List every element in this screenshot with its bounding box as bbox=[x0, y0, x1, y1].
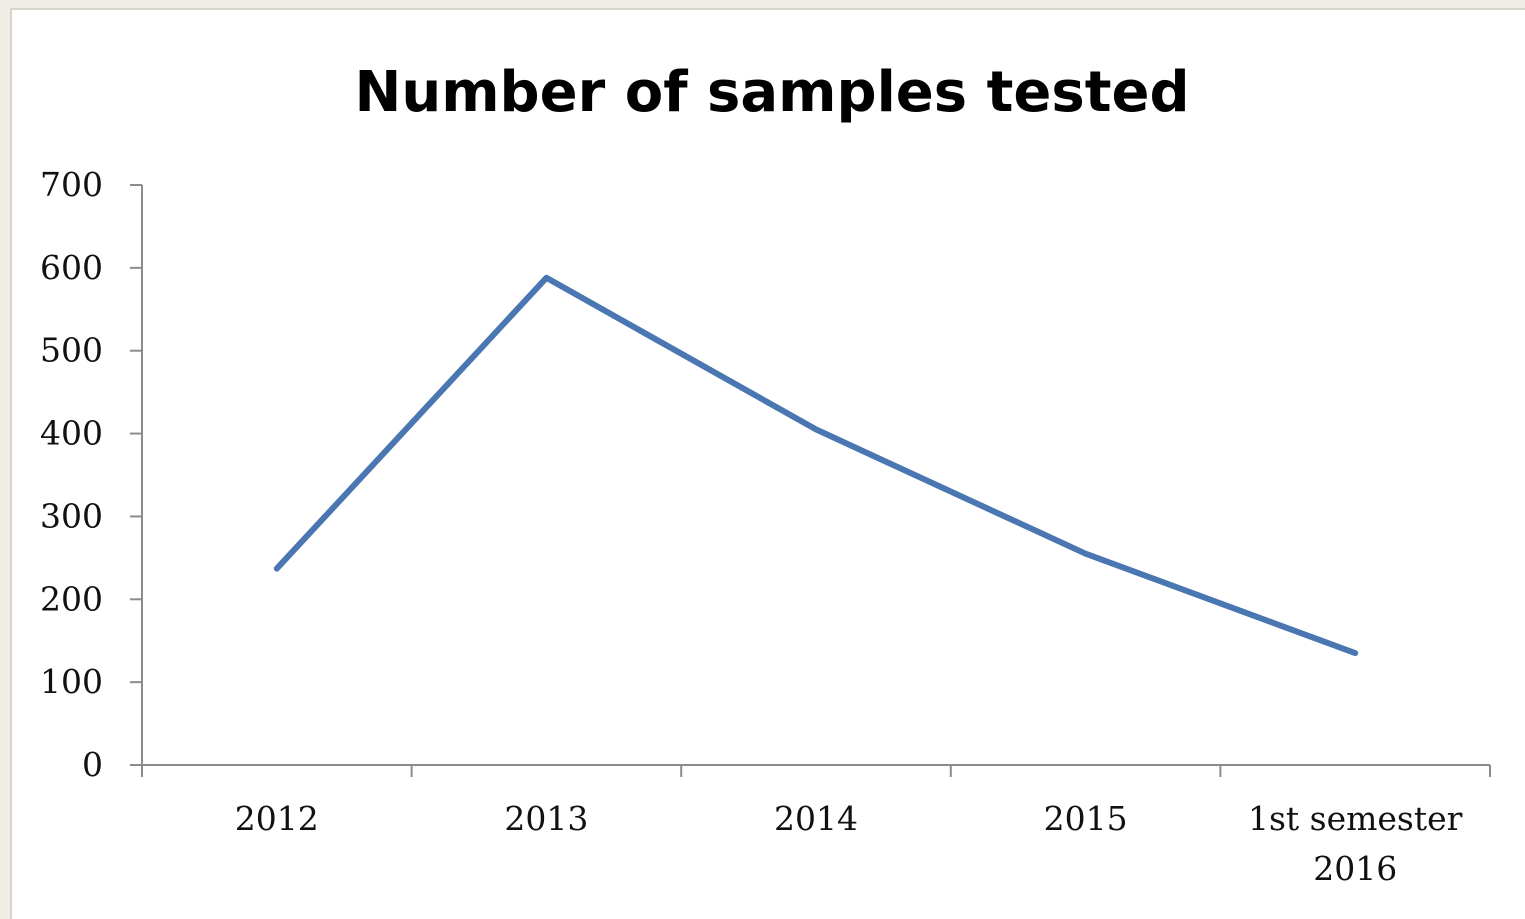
x-tick-label-line: 2014 bbox=[774, 799, 858, 838]
x-tick-label: 2014 bbox=[774, 799, 858, 838]
x-tick-label-line: 1st semester bbox=[1248, 799, 1463, 838]
x-tick-label: 2015 bbox=[1044, 799, 1128, 838]
y-tick-label: 500 bbox=[40, 331, 103, 370]
axes bbox=[141, 185, 1490, 766]
y-tick-label: 700 bbox=[40, 165, 103, 204]
y-tick-label: 400 bbox=[40, 414, 103, 453]
x-tick-label: 2012 bbox=[235, 799, 319, 838]
x-tick-label-line: 2012 bbox=[235, 799, 319, 838]
y-tick-label: 300 bbox=[40, 496, 103, 535]
series-line bbox=[273, 274, 1359, 657]
y-tick-label: 100 bbox=[40, 662, 103, 701]
y-tick-label: 0 bbox=[82, 745, 103, 784]
series-layer bbox=[273, 274, 1359, 657]
chart-title: Number of samples tested bbox=[354, 60, 1189, 125]
x-tick-label-line: 2016 bbox=[1313, 849, 1397, 888]
x-tick-label: 2013 bbox=[504, 799, 588, 838]
x-tick-label-line: 2015 bbox=[1044, 799, 1128, 838]
x-axis-ticks: 2012 2013 2014 2015 1st semester 2016 bbox=[141, 765, 1491, 888]
y-tick-label: 200 bbox=[40, 579, 103, 618]
y-tick-label: 600 bbox=[40, 248, 103, 287]
y-axis-ticks: 0 100 200 300 400 500 600 700 bbox=[40, 165, 142, 784]
x-tick-label-line: 2013 bbox=[504, 799, 588, 838]
chart-panel bbox=[10, 8, 1525, 919]
x-tick-label: 1st semester 2016 bbox=[1248, 799, 1463, 888]
